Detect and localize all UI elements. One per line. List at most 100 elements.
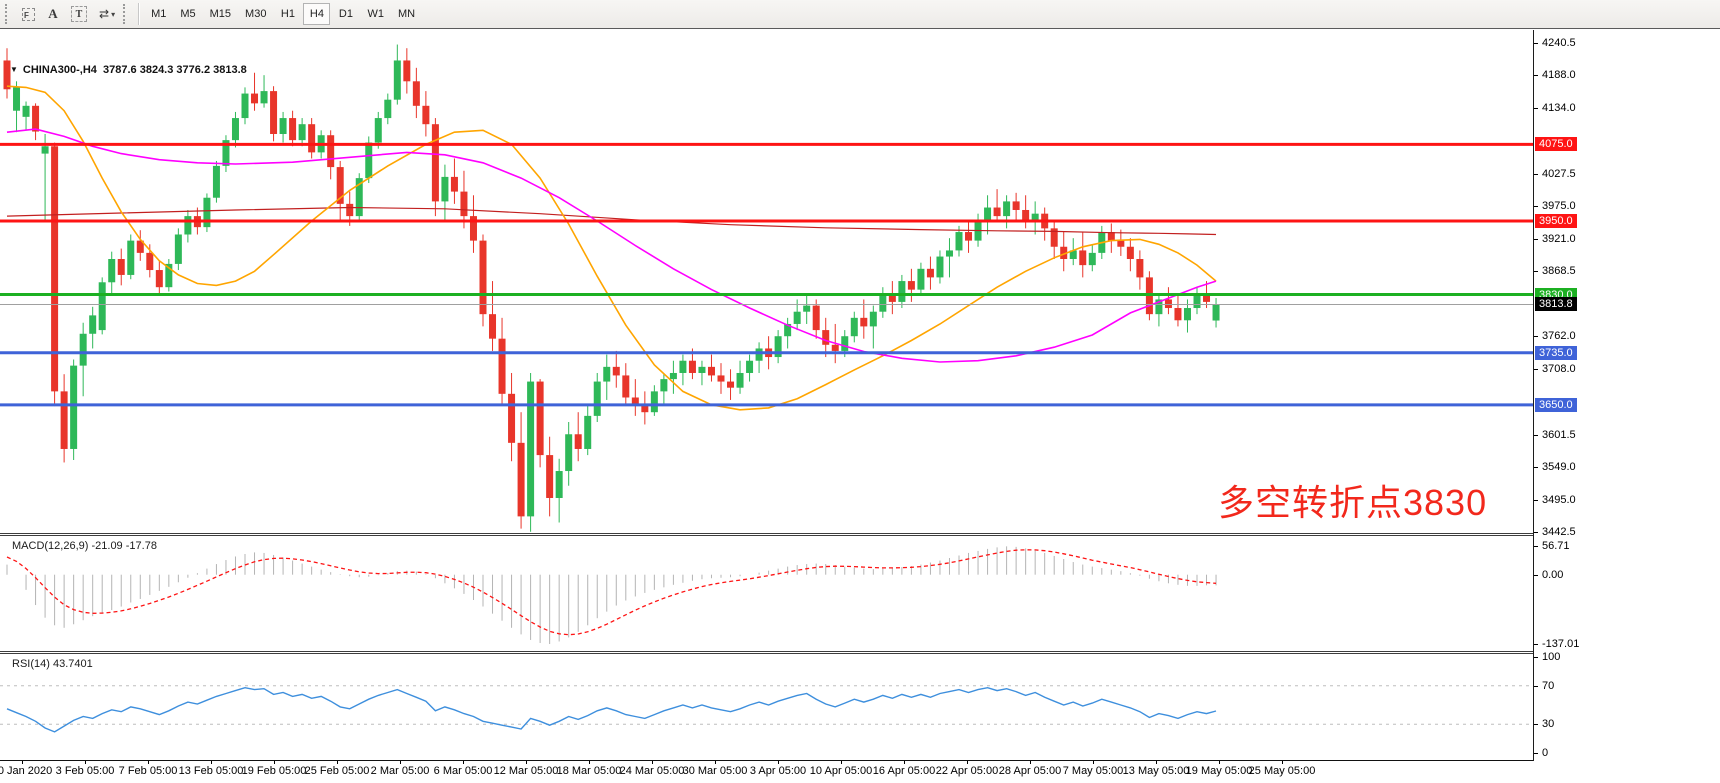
rsi-canvas[interactable] xyxy=(0,655,1533,760)
timeframe-button-w1[interactable]: W1 xyxy=(361,3,390,25)
date-tick-mark xyxy=(1282,761,1283,764)
chart-symbol-period: CHINA300-,H4 xyxy=(22,64,97,76)
timeframe-button-m5[interactable]: M5 xyxy=(174,3,201,25)
toolbar-drag-handle[interactable] xyxy=(123,4,129,24)
timeframe-button-group: M1 M5 M15 M30 H1 H4 D1 W1 MN xyxy=(144,3,422,25)
macd-histogram xyxy=(6,546,1217,644)
macd-panel[interactable]: MACD(12,26,9) -21.09 -17.78 xyxy=(0,537,1533,651)
toolbar-separator xyxy=(138,3,141,25)
timeframe-button-h1[interactable]: H1 xyxy=(274,3,301,25)
macd-canvas[interactable] xyxy=(0,537,1533,651)
ma-slow-darkred[interactable] xyxy=(6,206,1217,236)
axis-tick-mark xyxy=(1534,43,1538,44)
axis-tick-mark xyxy=(1534,644,1538,645)
price-tick-label: 4188.0 xyxy=(1542,69,1576,82)
date-label: 13 Feb 05:00 xyxy=(178,765,244,777)
rsi-panel[interactable]: RSI(14) 43.7401 xyxy=(0,655,1533,761)
date-label: 30 Mar 05:00 xyxy=(682,765,748,777)
text-box-icon: T xyxy=(71,6,87,22)
price-tick-label: 3442.5 xyxy=(1542,526,1576,538)
price-tick-label: 3975.0 xyxy=(1542,199,1576,212)
timeframe-button-m30[interactable]: M30 xyxy=(239,3,272,25)
panel-separator[interactable] xyxy=(0,651,1720,654)
axis-tick-mark xyxy=(1534,205,1538,207)
price-tick-label: 0 xyxy=(1542,747,1549,759)
axis-tick-mark xyxy=(1534,753,1538,754)
arrows-tool-button[interactable]: ⇄ ▾ xyxy=(94,3,120,25)
date-label: 10 Apr 05:00 xyxy=(809,765,873,777)
price-line-label-3735.0: 3735.0 xyxy=(1535,345,1577,360)
moving-averages-layer xyxy=(6,85,1217,411)
price-tick-label: 3495.0 xyxy=(1542,493,1576,506)
timeframe-button-m15[interactable]: M15 xyxy=(204,3,237,25)
axis-tick-mark xyxy=(1534,108,1538,110)
toolbar-drag-handle[interactable] xyxy=(5,4,11,24)
rsi-name: RSI(14) xyxy=(12,658,50,670)
date-label: 28 Apr 05:00 xyxy=(998,765,1062,777)
macd-value-signal: -17.78 xyxy=(125,540,157,552)
rsi-label: RSI(14) 43.7401 xyxy=(12,658,93,670)
date-label: 12 Mar 05:00 xyxy=(493,765,559,777)
chart-title-triangle-icon: ▼ xyxy=(10,65,18,74)
axis-tick-mark xyxy=(1534,270,1538,272)
date-tick-mark xyxy=(715,761,716,764)
price-tick-label: 100 xyxy=(1542,651,1561,663)
price-tick-label: 4134.0 xyxy=(1542,102,1576,115)
timeframe-button-d1[interactable]: D1 xyxy=(332,3,359,25)
date-label: 7 Feb 05:00 xyxy=(118,765,178,777)
rsi-value: 43.7401 xyxy=(52,658,93,670)
frame-tool-button[interactable]: F xyxy=(17,3,40,25)
date-label: 16 Apr 05:00 xyxy=(872,765,936,777)
price-tick-label: 56.71 xyxy=(1542,540,1570,552)
timeframe-button-m1[interactable]: M1 xyxy=(145,3,172,25)
main-chart-panel[interactable]: ▼ CHINA300-,H4 3787.6 3824.3 3776.2 3813.… xyxy=(0,30,1533,533)
date-tick-mark xyxy=(778,761,779,764)
date-tick-mark xyxy=(526,761,527,764)
macd-name: MACD(12,26,9) xyxy=(12,540,89,552)
date-tick-mark xyxy=(1093,761,1094,764)
axis-tick-mark xyxy=(1534,657,1538,658)
timeframe-button-h4[interactable]: H4 xyxy=(303,3,331,25)
date-tick-mark xyxy=(1156,761,1157,764)
price-axis[interactable]: 4240.5 4188.0 4134.0 4027.5 3975.0 3921.0 3868… xyxy=(1533,30,1720,761)
candles-layer xyxy=(3,44,1220,532)
price-tick-label: 4027.5 xyxy=(1542,167,1576,180)
date-tick-mark xyxy=(400,761,401,764)
macd-label: MACD(12,26,9) -21.09 -17.78 xyxy=(12,540,157,552)
axis-tick-mark xyxy=(1534,238,1538,240)
price-tick-label: 3601.5 xyxy=(1542,428,1576,441)
price-tick-label: 3868.5 xyxy=(1542,264,1576,277)
date-label: 25 May 05:00 xyxy=(1248,765,1316,777)
macd-value-main: -21.09 xyxy=(91,540,123,552)
date-label: 20 Jan 2020 xyxy=(0,765,53,777)
text-label-button[interactable]: T xyxy=(66,3,92,25)
timeframe-button-mn[interactable]: MN xyxy=(392,3,421,25)
panel-separator[interactable] xyxy=(0,533,1720,536)
axis-tick-mark xyxy=(1534,434,1538,436)
macd-signal-line xyxy=(6,549,1217,636)
current-price-label: 3813.8 xyxy=(1535,297,1577,312)
date-tick-mark xyxy=(463,761,464,764)
date-tick-mark xyxy=(85,761,86,764)
chart-ohlc-values: 3787.6 3824.3 3776.2 3813.8 xyxy=(103,64,247,76)
ma-mid-magenta[interactable] xyxy=(6,128,1217,363)
date-label: 13 May 05:00 xyxy=(1122,765,1190,777)
price-tick-label: -137.01 xyxy=(1542,638,1580,650)
axis-tick-mark xyxy=(1534,574,1538,576)
axis-tick-mark xyxy=(1534,499,1538,501)
main-chart-canvas[interactable] xyxy=(0,30,1533,533)
date-tick-mark xyxy=(22,761,23,764)
date-tick-mark xyxy=(211,761,212,764)
price-line-label-3950.0: 3950.0 xyxy=(1535,214,1577,228)
price-tick-label: 70 xyxy=(1542,679,1555,692)
date-tick-mark xyxy=(1030,761,1031,764)
annotation-text: 多空转折点3830 xyxy=(1218,482,1488,523)
date-label: 18 Mar 05:00 xyxy=(556,765,622,777)
insert-text-button[interactable]: A xyxy=(42,3,64,25)
ma-fast-orange[interactable] xyxy=(6,85,1217,411)
arrows-tool-icon: ⇄ xyxy=(99,7,110,21)
price-tick-label: 3921.0 xyxy=(1542,232,1576,245)
chart-title: ▼ CHINA300-,H4 3787.6 3824.3 3776.2 3813.… xyxy=(10,64,247,76)
